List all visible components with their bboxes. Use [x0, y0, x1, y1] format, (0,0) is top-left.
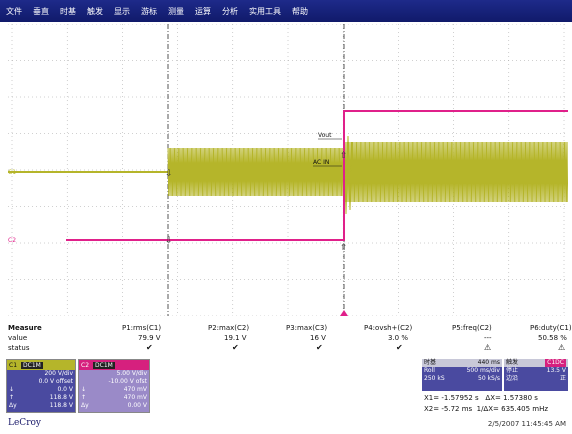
- p2-status-icon: ✔: [232, 343, 239, 352]
- trigger-slope: 正: [559, 375, 566, 382]
- c1-descriptor-box[interactable]: C1 DC1M 200 V/div 0.0 V offset ↓ 0.0 V ↑ 11…: [6, 359, 76, 413]
- c2-edge-marker-icon: ⇧: [340, 243, 348, 253]
- c1-cursor2: 118.8 V: [49, 394, 73, 401]
- timebase-box[interactable]: 时基 440 ms Roll 500 ms/div 250 kS 50 kS/s: [422, 359, 502, 391]
- c1-vdiv: 200 V/div: [44, 370, 73, 377]
- p1-name[interactable]: P1:rms(C1): [122, 324, 162, 332]
- c1-row-key: ↑: [9, 394, 15, 401]
- c1-channel-label: C1: [8, 169, 16, 176]
- menu-item[interactable]: 分析: [222, 6, 238, 16]
- c2-trace: [66, 110, 568, 241]
- c2-channel-label: C2: [8, 237, 16, 244]
- c2-row-key: ↓: [81, 386, 87, 393]
- value-row-label: value: [8, 334, 28, 342]
- p6-value: 50.58 %: [538, 334, 567, 342]
- c2-marker-icon: ⇩: [165, 236, 173, 246]
- p4-status-icon: ✔: [396, 343, 403, 352]
- c2-delta: 0.00 V: [127, 402, 147, 409]
- p2-value: 19.1 V: [224, 334, 247, 342]
- p2-name[interactable]: P2:max(C2): [208, 324, 250, 332]
- acin-marker-icon: ⇧: [340, 151, 348, 161]
- trigger-source: C1DC: [545, 359, 566, 367]
- c1-delta: 118.8 V: [49, 402, 73, 409]
- trigger-position-icon: [340, 310, 348, 316]
- timebase-mode: Roll: [424, 367, 435, 374]
- acin-annotation: AC IN: [313, 159, 329, 166]
- menu-item[interactable]: 文件: [6, 6, 22, 16]
- menu-bar: 文件 垂直 时基 触发 显示 游标 测量 运算 分析 实用工具 帮助: [0, 0, 572, 22]
- c2-vdiv: 5.00 V/div: [116, 370, 147, 377]
- x2-label: X2=: [424, 405, 440, 413]
- p6-status-icon: ⚠: [558, 343, 566, 352]
- menu-item[interactable]: 帮助: [292, 6, 308, 16]
- p3-name[interactable]: P3:max(C3): [286, 324, 328, 332]
- lecroy-logo: LeCroy: [8, 418, 41, 428]
- p1-value: 79.9 V: [138, 334, 161, 342]
- c2-descriptor-box[interactable]: C2 DC1M 5.00 V/div -10.00 V ofst ↓ 470 mV …: [78, 359, 150, 413]
- c2-row-key: Δy: [81, 402, 89, 409]
- menu-item[interactable]: 测量: [168, 6, 184, 16]
- p4-value: 3.0 %: [388, 334, 409, 342]
- c1-row-key: ↓: [9, 386, 15, 393]
- timebase-delay: 440 ms: [477, 359, 500, 366]
- inv-dx-value: 635.405 mHz: [501, 405, 549, 413]
- c1-cursor1: 0.0 V: [57, 386, 73, 393]
- p3-status-icon: ✔: [316, 343, 323, 352]
- c2-cursor1: 470 mV: [123, 386, 147, 393]
- x2-value: -5.72 ms: [441, 405, 473, 413]
- inv-dx-label: 1/ΔX=: [476, 405, 499, 413]
- trigger-box[interactable]: 触发 C1DC 停止 13.5 V 边沿 正: [504, 359, 568, 391]
- c2-row-key: ↑: [81, 394, 87, 401]
- p5-value: ---: [484, 334, 492, 342]
- c1-trace-burst: [167, 133, 568, 215]
- timebase-tdiv: 500 ms/div: [466, 367, 500, 374]
- c1-ac-waveform: [167, 141, 568, 203]
- cursor-x1-readout: X1= -1.57952 s ΔX= 1.57380 s: [424, 394, 538, 402]
- measure-title: Measure: [8, 324, 42, 332]
- c1-offset: 0.0 V offset: [38, 378, 73, 385]
- menu-item[interactable]: 运算: [195, 6, 211, 16]
- c2-cursor2: 470 mV: [123, 394, 147, 401]
- trigger-marker-icon: ⇩: [165, 169, 173, 179]
- menu-item[interactable]: 时基: [60, 6, 76, 16]
- trigger-level: 13.5 V: [546, 367, 566, 374]
- timebase-samples: 250 kS: [424, 375, 445, 382]
- vout-annotation: Vout: [318, 132, 332, 139]
- menu-item[interactable]: 显示: [114, 6, 130, 16]
- c1-label: C1: [9, 361, 18, 369]
- p6-name[interactable]: P6:duty(C1): [530, 324, 572, 332]
- menu-item[interactable]: 实用工具: [249, 6, 281, 16]
- cursor-x2-readout: X2= -5.72 ms 1/ΔX= 635.405 mHz: [424, 405, 548, 413]
- trigger-title: 触发: [506, 359, 519, 366]
- waveform-display[interactable]: ⇩ ⇩ ⇧ ⇧ C1 C2 Vout AC IN: [8, 24, 568, 316]
- status-row-label: status: [8, 344, 30, 352]
- dx-value: 1.57380 s: [503, 394, 538, 402]
- waveform-grid: ⇩ ⇩ ⇧ ⇧ C1 C2 Vout AC IN: [8, 24, 568, 316]
- measure-panel: Measure value status P1:rms(C1) 79.9 V ✔…: [0, 320, 572, 358]
- c1-coupling-tag: DC1M: [21, 361, 43, 369]
- menu-item[interactable]: 垂直: [33, 6, 49, 16]
- p4-name[interactable]: P4:ovsh+(C2): [364, 324, 413, 332]
- x1-value: -1.57952 s: [441, 394, 479, 402]
- timebase-title: 时基: [424, 359, 437, 366]
- c1-row-key: Δy: [9, 402, 17, 409]
- dx-label: ΔX=: [485, 394, 501, 402]
- c2-coupling-tag: DC1M: [93, 361, 115, 369]
- c2-label: C2: [81, 361, 90, 369]
- timebase-rate: 50 kS/s: [478, 375, 500, 382]
- c2-offset: -10.00 V ofst: [108, 378, 147, 385]
- menu-item[interactable]: 触发: [87, 6, 103, 16]
- p3-value: 16 V: [310, 334, 326, 342]
- trigger-state: 停止: [506, 367, 519, 374]
- p5-status-icon: ⚠: [484, 343, 492, 352]
- timestamp: 2/5/2007 11:45:45 AM: [487, 420, 566, 428]
- c1-transient-spike: [343, 133, 353, 215]
- x1-label: X1=: [424, 394, 440, 402]
- p5-name[interactable]: P5:freq(C2): [452, 324, 492, 332]
- trigger-type: 边沿: [506, 375, 519, 382]
- menu-item[interactable]: 游标: [141, 6, 157, 16]
- p1-status-icon: ✔: [146, 343, 153, 352]
